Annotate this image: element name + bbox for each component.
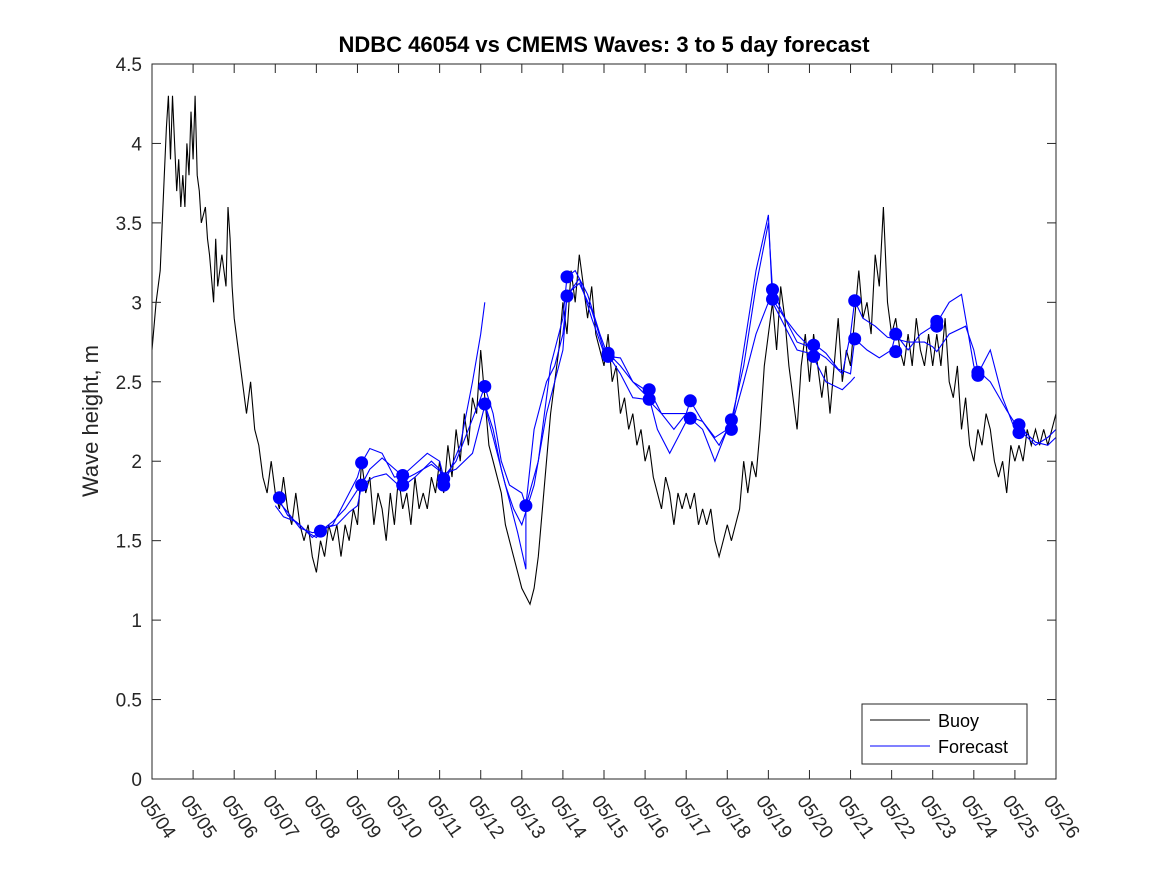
x-tick-label-15: 05/19 <box>751 792 795 843</box>
forecast-point-1 <box>314 524 327 538</box>
legend: Buoy Forecast <box>861 703 1028 765</box>
x-tick-label-22: 05/26 <box>1039 792 1083 843</box>
x-tick-label-17: 05/21 <box>833 792 877 843</box>
x-tick-label-14: 05/18 <box>710 792 754 843</box>
y-tick-label-7: 3.5 <box>116 214 142 235</box>
forecast-point-0 <box>272 491 286 505</box>
legend-box <box>861 703 1028 765</box>
forecast-point-24 <box>807 349 821 363</box>
x-tick-label-4: 05/08 <box>299 792 343 843</box>
forecast-point-4 <box>396 469 410 482</box>
forecast-point-18 <box>683 411 697 425</box>
forecast-point-15 <box>642 383 656 397</box>
forecast-point-20 <box>724 422 738 436</box>
forecast-point-9 <box>478 397 492 411</box>
forecast-point-14 <box>601 349 615 363</box>
x-tick-label-18: 05/22 <box>875 792 919 843</box>
forecast-point-12 <box>560 289 574 303</box>
forecast-line-4 <box>484 214 856 570</box>
y-tick-label-0: 0 <box>131 770 142 791</box>
x-tick-label-7: 05/11 <box>423 792 467 842</box>
x-tick-label-0: 05/04 <box>135 792 180 843</box>
forecast-point-30 <box>930 319 944 333</box>
forecast-point-3 <box>355 478 369 492</box>
forecast-point-22 <box>766 292 779 306</box>
forecast-point-5 <box>396 478 410 492</box>
y-tick-label-2: 1 <box>131 611 142 632</box>
y-tick-label-5: 2.5 <box>116 373 142 394</box>
x-tick-label-10: 05/14 <box>546 792 591 843</box>
x-tick-label-2: 05/06 <box>217 792 261 843</box>
forecast-point-21 <box>766 283 779 297</box>
forecast-point-34 <box>1012 426 1026 440</box>
x-tick-label-8: 05/12 <box>464 792 508 843</box>
forecast-point-27 <box>889 327 903 341</box>
forecast-point-23 <box>807 338 821 352</box>
forecast-point-11 <box>560 270 574 284</box>
forecast-point-19 <box>724 413 738 427</box>
y-tick-label-9: 4.5 <box>116 55 142 76</box>
forecast-point-26 <box>848 332 862 346</box>
x-tick-label-16: 05/20 <box>792 792 836 843</box>
forecast-line-2 <box>274 222 1057 539</box>
x-tick-label-20: 05/24 <box>957 792 1002 843</box>
y-tick-label-1: 0.5 <box>116 691 142 712</box>
legend-label-forecast: Forecast <box>938 737 1008 757</box>
forecast-point-28 <box>889 345 903 359</box>
x-tick-label-5: 05/09 <box>340 792 384 843</box>
plot-background <box>152 64 1056 779</box>
x-tick-label-6: 05/10 <box>381 792 425 843</box>
marker-layer <box>272 270 1026 538</box>
y-axis: 0 0.5 1 1.5 2 2.5 3 3.5 4 4.5 <box>116 55 1056 791</box>
y-tick-label-4: 2 <box>131 452 142 473</box>
y-tick-label-3: 1.5 <box>116 532 142 553</box>
forecast-point-10 <box>519 499 533 513</box>
x-tick-label-9: 05/13 <box>505 792 549 843</box>
x-tick-label-3: 05/07 <box>258 792 302 843</box>
x-tick-label-12: 05/16 <box>628 792 672 843</box>
forecast-point-17 <box>683 394 697 408</box>
forecast-point-8 <box>478 380 492 393</box>
forecast-point-32 <box>971 368 985 382</box>
x-tick-label-11: 05/15 <box>587 792 631 843</box>
buoy-line-0 <box>151 95 1057 606</box>
forecast-point-25 <box>848 294 862 308</box>
chart-title: NDBC 46054 vs CMEMS Waves: 3 to 5 day fo… <box>338 32 870 57</box>
forecast-point-7 <box>437 478 451 492</box>
x-tick-label-1: 05/05 <box>176 792 220 843</box>
x-tick-label-13: 05/17 <box>669 792 713 843</box>
legend-label-buoy: Buoy <box>938 711 979 731</box>
y-axis-label: Wave height, m <box>78 345 103 497</box>
forecast-point-16 <box>642 392 656 406</box>
y-tick-label-8: 4 <box>131 134 142 155</box>
x-tick-label-21: 05/25 <box>998 792 1042 843</box>
x-tick-label-19: 05/23 <box>916 792 960 843</box>
y-tick-label-6: 3 <box>131 293 142 314</box>
forecast-point-2 <box>355 456 369 470</box>
